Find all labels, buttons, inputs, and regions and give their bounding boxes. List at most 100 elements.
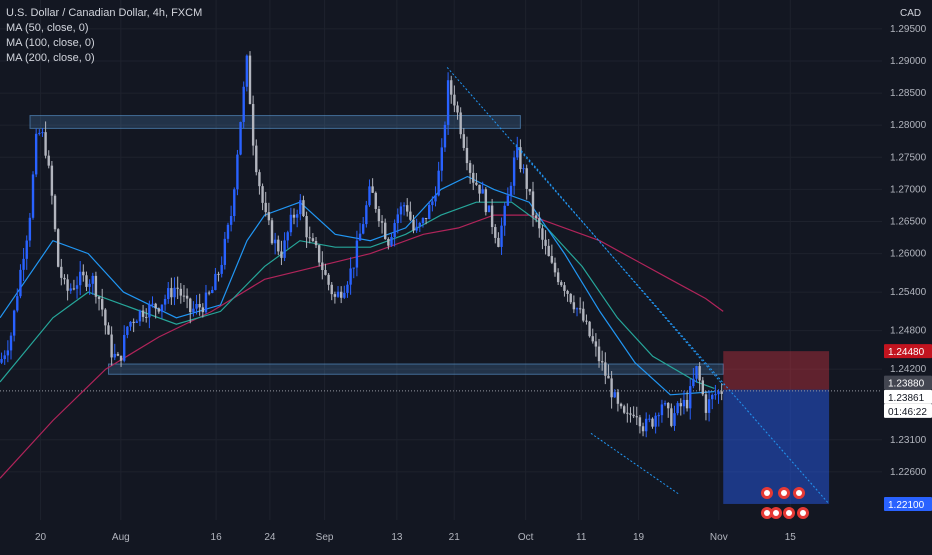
candle-body[interactable]	[66, 279, 69, 291]
candle-body[interactable]	[88, 283, 91, 287]
candle-body[interactable]	[248, 55, 252, 105]
candle-body[interactable]	[157, 308, 160, 312]
candle-body[interactable]	[327, 274, 330, 285]
candle-body[interactable]	[94, 275, 98, 297]
candle-body[interactable]	[582, 308, 585, 321]
candle-body[interactable]	[317, 245, 321, 263]
candle-body[interactable]	[123, 334, 126, 361]
candle-body[interactable]	[3, 355, 6, 360]
candle-body[interactable]	[321, 262, 324, 270]
candle-body[interactable]	[19, 269, 22, 297]
candle-body[interactable]	[550, 256, 554, 263]
candle-body[interactable]	[255, 145, 258, 173]
candle-body[interactable]	[41, 132, 44, 134]
candle-body[interactable]	[424, 217, 428, 220]
candle-body[interactable]	[365, 205, 368, 225]
candle-body[interactable]	[179, 288, 183, 296]
candle-body[interactable]	[104, 309, 107, 326]
trendline[interactable]	[590, 432, 680, 495]
candle-body[interactable]	[346, 284, 349, 293]
candle-body[interactable]	[437, 170, 440, 196]
candle-body[interactable]	[264, 202, 267, 213]
candle-body[interactable]	[185, 295, 189, 299]
candle-body[interactable]	[412, 219, 415, 231]
candle-body[interactable]	[607, 375, 610, 379]
candle-body[interactable]	[450, 80, 453, 95]
candle-body[interactable]	[711, 394, 714, 400]
candle-body[interactable]	[475, 182, 478, 185]
candle-body[interactable]	[717, 391, 720, 395]
candle-body[interactable]	[421, 217, 425, 224]
candle-body[interactable]	[528, 188, 532, 192]
candle-body[interactable]	[336, 291, 340, 297]
candle-body[interactable]	[277, 239, 280, 252]
candle-body[interactable]	[31, 174, 35, 218]
candle-body[interactable]	[704, 394, 708, 413]
candle-body[interactable]	[100, 298, 104, 310]
candle-body[interactable]	[402, 205, 406, 207]
candle-body[interactable]	[223, 238, 227, 265]
candle-body[interactable]	[629, 413, 632, 415]
candle-body[interactable]	[78, 271, 82, 286]
candle-body[interactable]	[207, 292, 211, 294]
candle-body[interactable]	[47, 155, 50, 166]
candle-body[interactable]	[192, 308, 195, 313]
candle-body[interactable]	[374, 192, 377, 209]
candle-body[interactable]	[204, 292, 208, 313]
candle-body[interactable]	[720, 391, 723, 394]
trendline[interactable]	[515, 144, 724, 386]
candle-body[interactable]	[358, 233, 362, 241]
candle-body[interactable]	[597, 346, 601, 362]
candle-body[interactable]	[440, 147, 444, 171]
candle-body[interactable]	[622, 406, 626, 413]
candle-body[interactable]	[685, 399, 689, 409]
candle-body[interactable]	[270, 220, 274, 244]
candle-body[interactable]	[591, 336, 594, 342]
candle-body[interactable]	[544, 239, 547, 246]
candle-body[interactable]	[509, 185, 513, 196]
candle-body[interactable]	[616, 392, 620, 404]
symbol-title[interactable]: U.S. Dollar / Canadian Dollar, 4h, FXCM	[6, 7, 203, 19]
candle-body[interactable]	[390, 237, 393, 246]
candle-body[interactable]	[195, 303, 198, 309]
candle-body[interactable]	[371, 186, 374, 193]
candle-body[interactable]	[314, 240, 318, 246]
candle-body[interactable]	[305, 216, 308, 238]
candle-body[interactable]	[299, 200, 302, 215]
candle-body[interactable]	[97, 296, 101, 299]
candle-body[interactable]	[541, 228, 544, 240]
candle-body[interactable]	[63, 277, 66, 280]
candle-body[interactable]	[588, 321, 591, 337]
candle-body[interactable]	[487, 205, 491, 213]
candle-body[interactable]	[126, 326, 129, 335]
candle-body[interactable]	[289, 214, 293, 233]
candle-body[interactable]	[490, 205, 494, 228]
candle-body[interactable]	[692, 378, 695, 387]
candle-body[interactable]	[292, 214, 296, 218]
candle-body[interactable]	[613, 392, 616, 398]
candle-body[interactable]	[682, 399, 686, 407]
candle-body[interactable]	[563, 285, 566, 291]
candle-body[interactable]	[12, 310, 16, 336]
candle-body[interactable]	[69, 288, 72, 291]
candle-body[interactable]	[494, 227, 497, 238]
candle-body[interactable]	[236, 154, 239, 190]
candle-body[interactable]	[695, 366, 698, 379]
candle-body[interactable]	[396, 214, 399, 224]
candle-body[interactable]	[154, 303, 157, 309]
candle-body[interactable]	[311, 238, 315, 241]
candle-body[interactable]	[349, 268, 352, 285]
candle-body[interactable]	[132, 321, 135, 323]
candle-body[interactable]	[585, 320, 588, 322]
candle-body[interactable]	[534, 215, 538, 219]
zone-box[interactable]	[107, 363, 724, 375]
candle-body[interactable]	[280, 251, 283, 258]
candle-body[interactable]	[198, 303, 201, 308]
candle-body[interactable]	[393, 223, 396, 238]
candle-body[interactable]	[38, 132, 41, 134]
candle-body[interactable]	[355, 240, 359, 268]
candle-body[interactable]	[242, 86, 245, 122]
zone-box[interactable]	[29, 115, 521, 129]
candle-body[interactable]	[472, 172, 475, 183]
candle-body[interactable]	[330, 284, 333, 295]
